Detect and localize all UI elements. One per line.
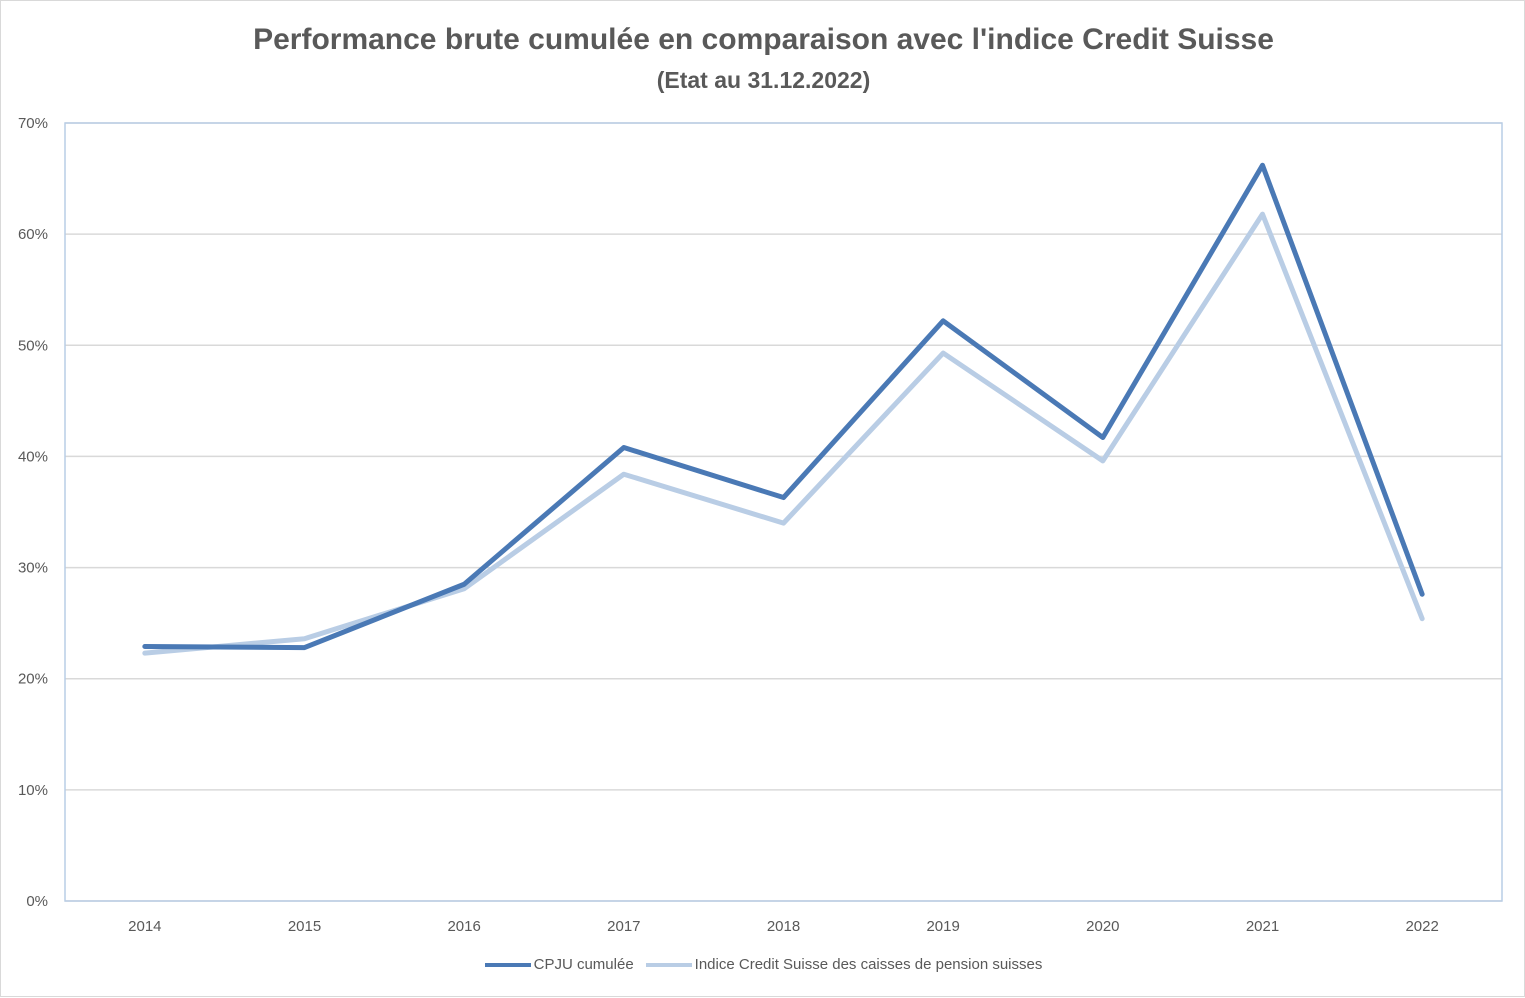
x-tick-label: 2016 <box>447 918 480 935</box>
y-tick-label: 10% <box>18 782 48 799</box>
x-tick-label: 2017 <box>607 918 640 935</box>
y-tick-label: 70% <box>18 115 48 132</box>
legend-swatch-credit-suisse-index <box>646 963 692 967</box>
x-axis-ticks: 2014 2015 2016 2017 2018 2019 2020 2021 2022 <box>128 918 1439 935</box>
series-lines <box>145 165 1422 653</box>
legend: CPJU cumulée Indice Credit Suisse des ca… <box>1 956 1525 973</box>
series-line-1 <box>145 214 1422 653</box>
x-tick-label: 2019 <box>926 918 959 935</box>
y-tick-label: 30% <box>18 560 48 577</box>
legend-item-cpju: CPJU cumulée <box>485 956 634 973</box>
y-tick-label: 20% <box>18 671 48 688</box>
x-tick-label: 2014 <box>128 918 161 935</box>
y-axis-ticks: 0% 10% 20% 30% 40% 50% 60% 70% <box>18 115 48 910</box>
x-tick-label: 2015 <box>288 918 321 935</box>
series-line-0 <box>145 165 1422 647</box>
x-tick-label: 2021 <box>1246 918 1279 935</box>
gridlines <box>65 123 1502 901</box>
legend-swatch-cpju <box>485 963 531 967</box>
x-tick-label: 2018 <box>767 918 800 935</box>
y-tick-label: 0% <box>26 893 48 910</box>
y-tick-label: 60% <box>18 226 48 243</box>
legend-item-credit-suisse-index: Indice Credit Suisse des caisses de pens… <box>646 956 1043 973</box>
plot-border <box>65 123 1502 901</box>
y-tick-label: 50% <box>18 337 48 354</box>
y-tick-label: 40% <box>18 448 48 465</box>
legend-label-cpju: CPJU cumulée <box>534 956 634 973</box>
legend-label-credit-suisse-index: Indice Credit Suisse des caisses de pens… <box>695 956 1043 973</box>
x-tick-label: 2020 <box>1086 918 1119 935</box>
x-tick-label: 2022 <box>1405 918 1438 935</box>
